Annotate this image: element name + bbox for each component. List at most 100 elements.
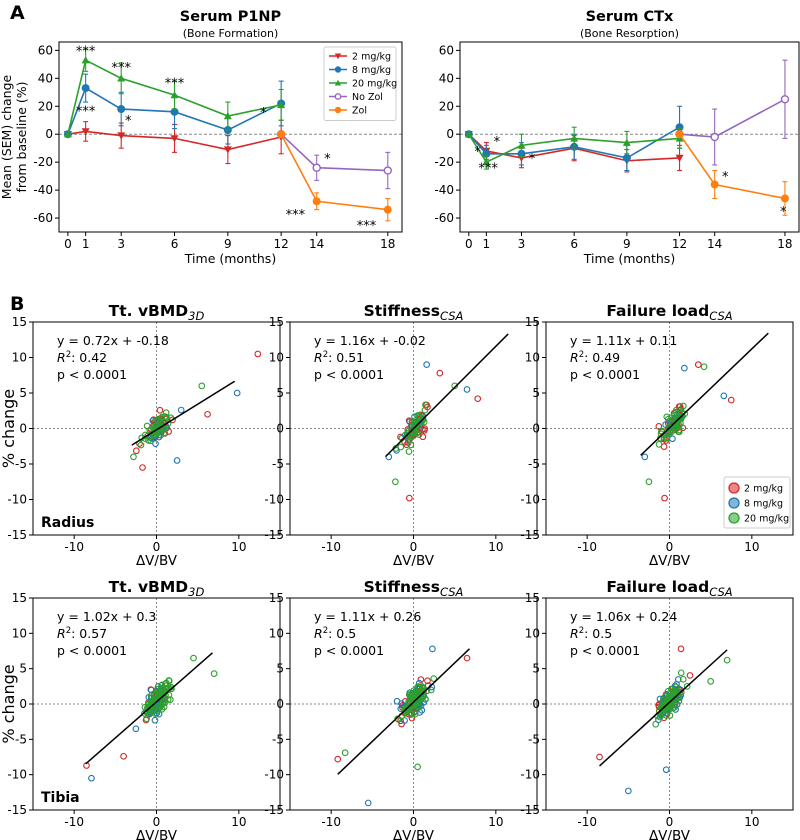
- scatter-points: [83, 654, 218, 782]
- significance-annotation: ***: [111, 61, 131, 76]
- series-line: [468, 126, 680, 159]
- legend-item: Zol: [329, 106, 367, 117]
- p-value: p < 0.0001: [570, 367, 640, 382]
- data-point: [675, 130, 684, 139]
- x-tick-label: 18: [380, 237, 395, 251]
- scatter-point: [694, 361, 702, 368]
- regression-line: [599, 649, 728, 767]
- scatter-point: [436, 369, 444, 377]
- y-tick-label: -10: [264, 768, 284, 782]
- scatter-point: [662, 712, 670, 719]
- scatter-point: [683, 683, 691, 690]
- x-axis-label: ΔV/BV: [649, 553, 691, 569]
- chart-title: Failure loadCSA: [606, 578, 732, 599]
- scatter-point: [418, 418, 426, 425]
- scatter-point: [413, 429, 421, 437]
- scatter-point: [700, 363, 708, 371]
- data-point: [277, 100, 286, 109]
- y-tick-label: 20: [38, 99, 53, 113]
- regression-equation: y = 1.16x + -0.02: [314, 333, 426, 348]
- y-tick-label: 5: [532, 662, 540, 676]
- x-tick-label: 18: [777, 237, 792, 251]
- r-squared: R2: 0.5: [570, 626, 612, 641]
- plot-frame: [58, 41, 403, 233]
- regression-line: [640, 332, 769, 456]
- x-axis-label: ΔV/BV: [393, 553, 435, 569]
- line-chart-1: Serum P1NP(Bone Formation)0 1 3 6 9 12 14 18604…: [0, 9, 403, 266]
- r-squared-symbol: R: [57, 626, 66, 641]
- p-value: p < 0.0001: [57, 367, 127, 382]
- legend-label: Zol: [352, 106, 367, 117]
- regression-line: [131, 380, 236, 446]
- chart-title-main: Stiffness: [364, 578, 440, 596]
- y-tick-label: 20: [439, 99, 454, 113]
- scatter-point: [341, 749, 349, 757]
- scatter-point: [394, 715, 402, 723]
- scatter-point: [162, 679, 170, 687]
- scatter-points: [334, 645, 471, 807]
- x-tick-label: 6: [570, 237, 578, 251]
- chart-title: StiffnessCSA: [364, 302, 464, 323]
- scatter-point: [148, 428, 155, 436]
- x-tick-label: -10: [64, 540, 84, 554]
- scatter-point: [723, 656, 731, 664]
- y-tick-label: 15: [12, 315, 27, 329]
- y-tick-label: 5: [276, 386, 284, 400]
- scatter-point: [414, 763, 421, 771]
- data-point: [622, 153, 631, 162]
- x-tick-label: 0: [410, 815, 418, 829]
- r-squared-value: : 0.5: [328, 626, 356, 641]
- y-tick-label: 15: [525, 591, 540, 605]
- x-tick-label: -10: [577, 815, 597, 829]
- x-tick-label: 10: [231, 815, 246, 829]
- p-value: p < 0.0001: [570, 643, 640, 658]
- y-tick-label: 5: [532, 386, 540, 400]
- chart-title-subscript: 3D: [188, 309, 204, 323]
- y-tick-label: -15: [520, 803, 540, 817]
- scatter-point: [139, 464, 146, 471]
- scatter-point: [429, 645, 436, 653]
- scatter-point: [707, 678, 715, 685]
- y-tick-label: -5: [15, 457, 27, 471]
- scatter-point: [420, 418, 428, 426]
- series-zol: [675, 130, 789, 216]
- scatter-point: [210, 670, 218, 677]
- scatter-point: [156, 704, 164, 712]
- series-line: [280, 133, 388, 211]
- significance-annotation: *: [780, 205, 787, 220]
- scatter-point: [88, 774, 95, 782]
- data-point: [81, 56, 90, 64]
- y-axis-label: from baseline (%): [14, 81, 29, 192]
- x-tick-label: 6: [171, 237, 179, 251]
- legend-label: 20 mg/kg: [744, 514, 789, 525]
- scatter-point: [403, 429, 411, 437]
- scatter-chart-3: Failure loadCSA -10 0 10 15 10 5 0 -5 -10 -15 ΔV/BV…: [520, 302, 794, 569]
- data-point: [63, 130, 72, 138]
- regression-equation: y = 1.11x + 0.11: [570, 333, 677, 348]
- y-tick-label: -15: [264, 803, 284, 817]
- line-chart-2: Serum CTx(Bone Resorption)0 1 3 6 9 12 14 18604…: [434, 9, 800, 266]
- data-point: [482, 149, 491, 158]
- legend-item: 2 mg/kg: [728, 482, 783, 495]
- legend-label: 8 mg/kg: [352, 65, 391, 76]
- scatter-point: [645, 478, 653, 486]
- y-tick-label: 0: [276, 422, 284, 436]
- x-axis-label: ΔV/BV: [649, 828, 691, 840]
- chart-title: StiffnessCSA: [364, 578, 464, 599]
- x-axis-label: Time (months): [184, 251, 276, 266]
- r-squared-value: : 0.57: [71, 626, 107, 641]
- data-point: [117, 74, 126, 82]
- regression-line: [337, 648, 471, 775]
- scatter-point: [151, 710, 159, 717]
- y-tick-label: -60: [33, 211, 53, 225]
- series-line: [67, 130, 282, 151]
- y-tick-label: 5: [19, 662, 27, 676]
- y-tick-label: 15: [12, 591, 27, 605]
- y-tick-label: 0: [532, 697, 540, 711]
- scatter-point: [152, 689, 160, 697]
- scatter-point: [173, 457, 181, 464]
- scatter-point: [162, 409, 170, 417]
- scatter-point: [424, 677, 431, 685]
- data-point: [223, 112, 232, 120]
- scatter-chart-2: StiffnessCSA -10 0 10 15 10 5 0 -5 -10 -15 ΔV/BV y =…: [264, 302, 538, 569]
